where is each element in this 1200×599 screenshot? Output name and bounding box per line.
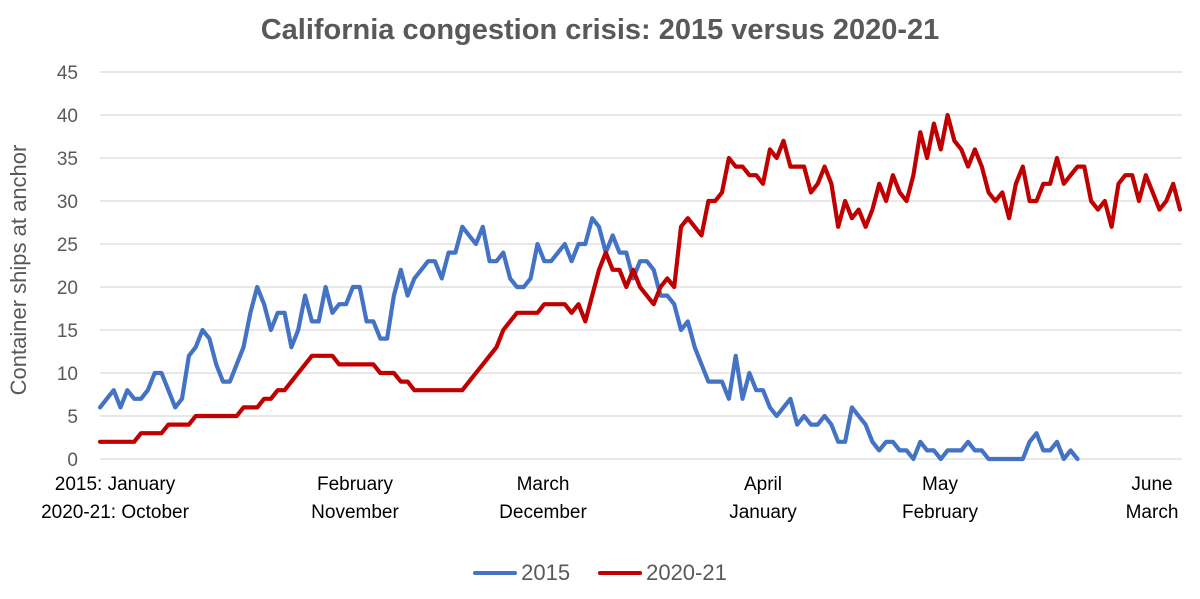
x-tick-label: February November bbox=[311, 471, 399, 527]
x-tick-line-2015: March bbox=[516, 474, 570, 495]
legend: 2015 2020-21 bbox=[0, 560, 1200, 586]
y-tick-label: 35 bbox=[57, 149, 78, 170]
x-tick-label: April January bbox=[729, 471, 797, 527]
legend-swatch-2015 bbox=[473, 571, 518, 575]
y-tick-label: 20 bbox=[57, 278, 78, 299]
x-tick-line-2020-21: March bbox=[1125, 502, 1179, 523]
x-tick-line-2015: 2015: January bbox=[54, 474, 176, 495]
y-tick-label: 15 bbox=[57, 321, 78, 342]
y-tick-label: 30 bbox=[57, 192, 78, 213]
x-tick-line-2015: February bbox=[316, 474, 394, 495]
x-tick-label: May February bbox=[902, 471, 978, 527]
x-tick-line-2020-21: January bbox=[729, 502, 797, 523]
legend-label-2020-21: 2020-21 bbox=[646, 560, 727, 585]
y-tick-label: 0 bbox=[67, 450, 78, 471]
x-tick-label: June March bbox=[1126, 471, 1179, 527]
series-line-2015 bbox=[97, 216, 1080, 462]
x-tick-line-2020-21: February bbox=[901, 502, 979, 523]
legend-item-2020-21: 2020-21 bbox=[598, 560, 727, 586]
x-tick-line-2015: June bbox=[1131, 474, 1173, 495]
x-tick-line-2015: May bbox=[922, 474, 958, 495]
legend-item-2015: 2015 bbox=[473, 560, 570, 586]
x-tick-line-2020-21: November bbox=[311, 502, 399, 523]
chart-title: California congestion crisis: 2015 versu… bbox=[260, 14, 940, 46]
legend-label-2015: 2015 bbox=[521, 560, 571, 585]
legend-swatch-2020-21 bbox=[598, 571, 643, 575]
x-tick-line-2020-21: December bbox=[499, 502, 587, 523]
y-tick-label: 5 bbox=[67, 407, 78, 428]
x-tick-label: March December bbox=[499, 471, 587, 527]
gridlines bbox=[100, 71, 1182, 460]
y-tick-labels: 0 5 10 15 20 25 30 35 40 45 bbox=[57, 63, 78, 471]
y-tick-label: 40 bbox=[57, 106, 78, 127]
y-tick-label: 25 bbox=[57, 235, 78, 256]
series-line-2020-21 bbox=[97, 112, 1183, 444]
x-tick-line-2020-21: 2020-21: October bbox=[41, 502, 189, 523]
y-tick-label: 10 bbox=[57, 364, 78, 385]
x-tick-line-2015: April bbox=[743, 474, 782, 495]
series-lines bbox=[97, 112, 1183, 462]
x-tick-label: 2015: January 2020-21: October bbox=[41, 471, 189, 527]
y-tick-label: 45 bbox=[57, 63, 78, 84]
